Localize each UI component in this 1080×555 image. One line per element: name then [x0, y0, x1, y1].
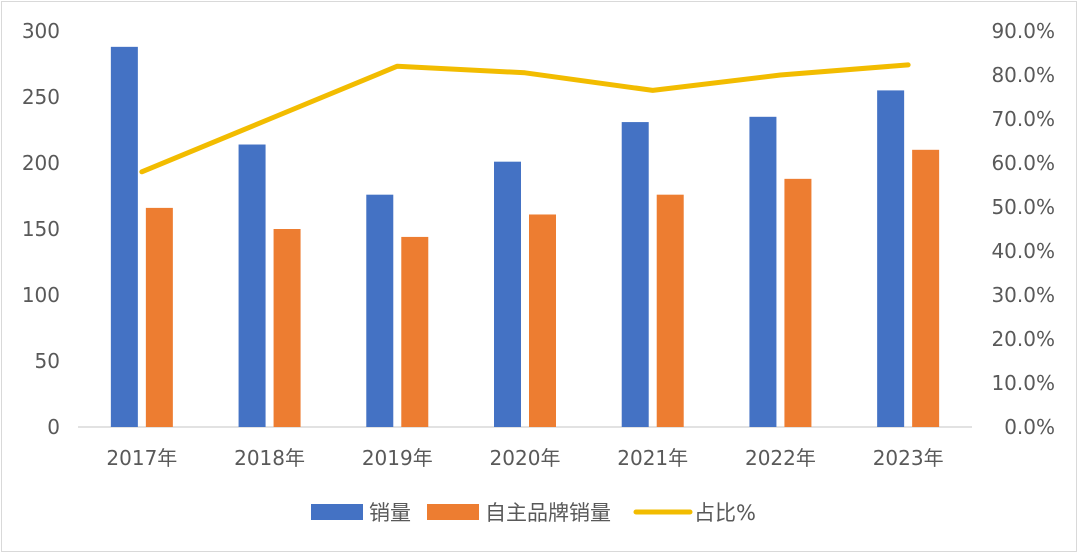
right-axis-ticks: 0.0% 10.0% 20.0% 30.0% 40.0% 50.0% 60.0% 70.0% 8…: [991, 19, 1055, 439]
legend-label: 销量: [369, 501, 411, 525]
right-tick-label: 60.0%: [991, 151, 1055, 175]
bar-sales: [366, 194, 394, 427]
legend-label: 自主品牌销量: [485, 501, 611, 525]
right-tick-label: 10.0%: [991, 371, 1055, 395]
left-tick-label: 250: [22, 85, 60, 109]
left-tick-label: 100: [22, 283, 60, 307]
bar-domestic-brand-sales: [401, 236, 429, 427]
x-tick-label: 2022年: [745, 446, 816, 470]
right-tick-label: 70.0%: [991, 107, 1055, 131]
left-tick-label: 300: [22, 19, 60, 43]
bar-sales: [238, 144, 266, 427]
legend-label: 占比%: [694, 501, 756, 525]
x-tick-label: 2018年: [234, 446, 305, 470]
bar-sales: [621, 122, 649, 427]
bar-sales: [877, 90, 905, 428]
bar-domestic-brand-sales: [529, 214, 556, 427]
left-tick-label: 50: [35, 349, 60, 373]
x-tick-label: 2020年: [490, 446, 561, 470]
x-tick-label: 2021年: [617, 446, 688, 470]
x-tick-label: 2019年: [362, 446, 433, 470]
right-tick-label: 40.0%: [991, 239, 1055, 263]
x-axis-ticks: 2017年 2018年 2019年 2020年 2021年 2022年 2023年: [106, 446, 943, 470]
right-tick-label: 90.0%: [991, 19, 1055, 43]
right-tick-label: 20.0%: [991, 327, 1055, 351]
right-tick-label: 30.0%: [991, 283, 1055, 307]
legend-swatch: [311, 504, 363, 520]
x-tick-label: 2017年: [106, 446, 177, 470]
bar-domestic-brand-sales: [784, 178, 812, 427]
bar-domestic-brand-sales: [656, 194, 684, 427]
bar-domestic-brand-sales: [273, 229, 301, 427]
left-axis-ticks: 0 50 100 150 200 250 300: [22, 19, 60, 439]
left-tick-label: 0: [47, 415, 60, 439]
right-tick-label: 50.0%: [991, 195, 1055, 219]
bar-sales: [110, 46, 138, 428]
right-tick-label: 80.0%: [991, 63, 1055, 87]
right-tick-label: 0.0%: [1004, 415, 1055, 439]
bar-sales: [749, 116, 777, 428]
left-tick-label: 200: [22, 151, 60, 175]
legend: 销量 自主品牌销量 占比%: [311, 501, 756, 525]
line-series: [139, 62, 911, 175]
bars: [110, 46, 940, 428]
bar-domestic-brand-sales: [912, 149, 940, 428]
bar-sales: [494, 161, 521, 427]
left-tick-label: 150: [22, 217, 60, 241]
bar-domestic-brand-sales: [145, 207, 173, 427]
legend-swatch: [427, 504, 479, 520]
x-tick-label: 2023年: [873, 446, 944, 470]
